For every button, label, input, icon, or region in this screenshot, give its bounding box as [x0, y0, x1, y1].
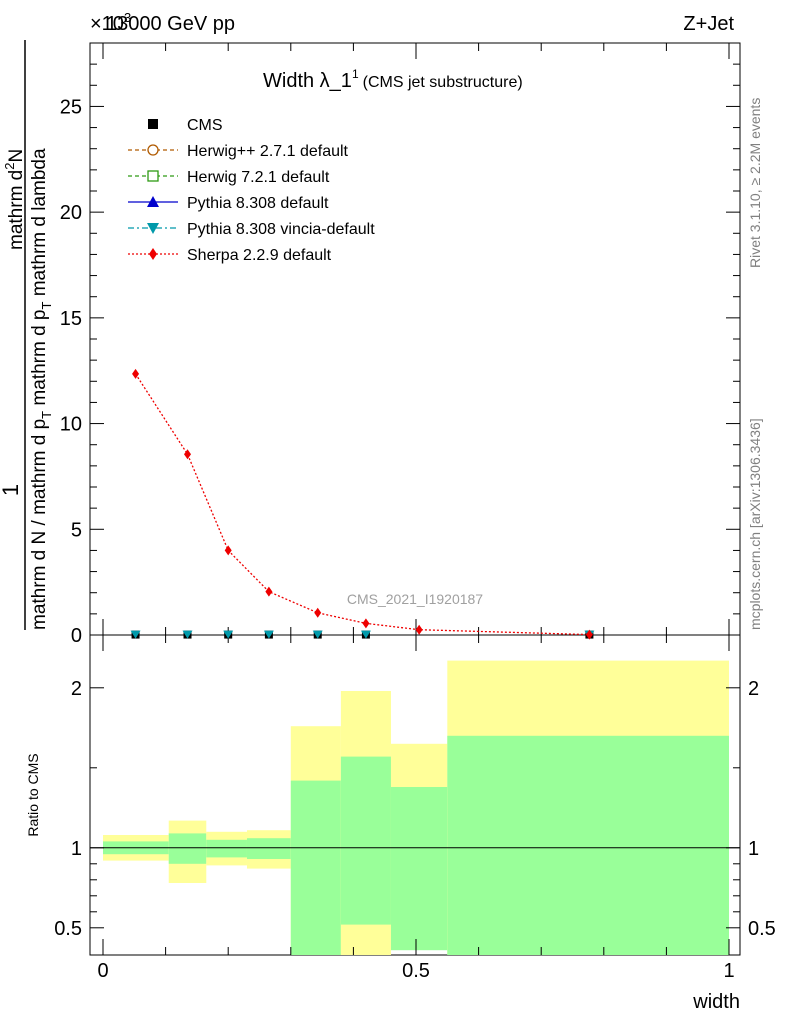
ylabel-numerator: 1 — [0, 484, 23, 496]
exponent-label: ×103 — [90, 10, 131, 35]
sherpa-point — [184, 449, 192, 460]
legend-marker — [148, 119, 158, 129]
main-ytick-label: 15 — [60, 308, 82, 330]
ratio-ytick-label: 1 — [71, 838, 82, 860]
analysis-id: CMS_2021_I1920187 — [347, 591, 483, 607]
ratio-band-green — [390, 787, 448, 951]
legend-marker — [147, 196, 159, 207]
ratio-ytick-label: 0.5 — [54, 918, 82, 940]
main-ytick-label: 5 — [71, 519, 82, 541]
main-y-label: 1 mathrm d N / mathrm d pT mathrm d pT m… — [0, 40, 54, 630]
legend-label: Sherpa 2.2.9 default — [187, 247, 332, 264]
sherpa-point — [415, 624, 423, 635]
sherpa-line — [135, 373, 590, 636]
ratio-ytick-label-right: 1 — [748, 838, 759, 860]
legend-label: Herwig 7.2.1 default — [187, 169, 330, 186]
vincia-point — [130, 630, 141, 639]
vincia-point — [360, 630, 371, 639]
ylabel-top: mathrm d2N — [2, 149, 27, 250]
legend-marker — [149, 248, 157, 260]
main-ytick-label: 10 — [60, 414, 82, 436]
ratio-y-label: Ratio to CMS — [25, 753, 41, 836]
ylabel-denominator: mathrm d N / mathrm d pT mathrm d pT mat… — [29, 148, 54, 630]
legend-label: Herwig++ 2.7.1 default — [187, 143, 349, 160]
ratio-ytick-label-right: 0.5 — [748, 918, 776, 940]
ratio-band-green — [290, 780, 341, 955]
main-ytick-label: 25 — [60, 96, 82, 118]
sherpa-point — [224, 545, 232, 556]
main-ytick-label: 0 — [71, 625, 82, 647]
vincia-point — [223, 630, 234, 639]
ratio-band-green — [447, 735, 729, 955]
rivet-label: Rivet 3.1.10, ≥ 2.2M events — [747, 98, 763, 268]
main-y-axis: 0 5 10 15 20 25 — [60, 42, 740, 647]
data-marks — [130, 368, 595, 640]
sherpa-point — [314, 607, 322, 618]
sherpa-point — [585, 629, 593, 640]
chart-title: Width λ_11 (CMS jet substructure) — [263, 67, 523, 92]
xtick-label: 0 — [97, 960, 108, 982]
main-ytick-label: 20 — [60, 202, 82, 224]
legend-marker — [147, 170, 159, 182]
sherpa-point — [132, 368, 140, 379]
sherpa-point — [265, 586, 273, 597]
ratio-band-green — [246, 838, 291, 859]
header-left: 13000 GeV pp — [106, 13, 235, 35]
vincia-point — [263, 630, 274, 639]
ratio-ytick-label-right: 2 — [748, 678, 759, 700]
header-right: Z+Jet — [683, 13, 734, 35]
ratio-band-green — [168, 833, 207, 864]
mcplots-label: mcplots.cern.ch [arXiv:1306.3436] — [747, 418, 763, 630]
x-axis-label: width — [692, 991, 740, 1013]
vincia-point — [312, 630, 323, 639]
ratio-bands — [103, 660, 729, 955]
legend-label: Pythia 8.308 default — [187, 195, 329, 212]
ratio-ytick-label: 2 — [71, 678, 82, 700]
ratio-panel-frame — [89, 634, 741, 956]
ratio-band-green — [340, 756, 391, 925]
sherpa-point — [362, 618, 370, 629]
xtick-label: 0.5 — [402, 960, 430, 982]
xtick-label: 1 — [723, 960, 734, 982]
legend-label: Pythia 8.308 vincia-default — [187, 221, 375, 238]
legend-label: CMS — [187, 117, 223, 134]
legend-marker — [147, 144, 159, 156]
main-x-ticks — [102, 43, 730, 635]
legend: CMS Herwig++ 2.7.1 default Herwig 7.2.1 de… — [128, 117, 375, 264]
ratio-y-axis: 0.5 0.5 1 1 2 2 — [54, 678, 776, 940]
legend-marker — [147, 223, 159, 234]
vincia-point — [182, 630, 193, 639]
ratio-band-green — [206, 839, 247, 858]
